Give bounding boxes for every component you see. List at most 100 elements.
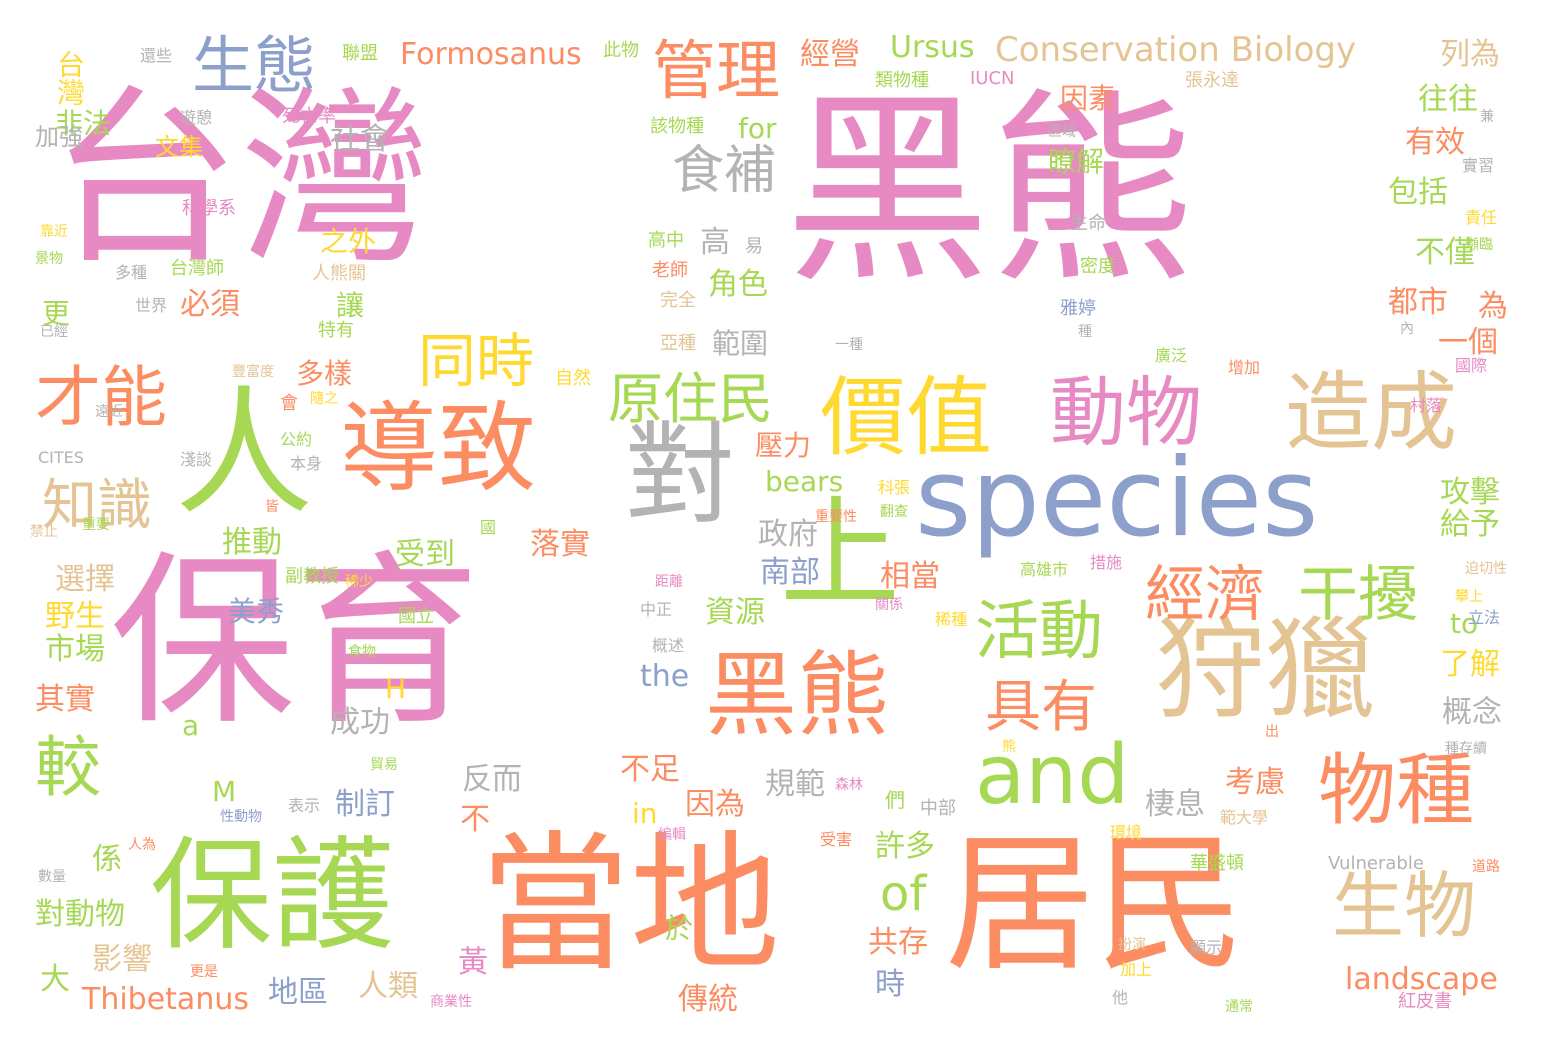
cloud-word: 稀種 — [935, 610, 968, 629]
cloud-word: 市場 — [45, 632, 105, 667]
cloud-word: 科學系 — [182, 198, 236, 219]
cloud-word: 更 — [42, 297, 71, 330]
cloud-word: 稀少 — [345, 574, 373, 590]
cloud-word: 人 — [175, 373, 314, 534]
cloud-word: CITES — [38, 448, 84, 467]
cloud-word: 攻擊 — [1440, 475, 1500, 510]
cloud-word: 此物 — [603, 40, 639, 61]
cloud-word: 受到 — [395, 537, 455, 572]
cloud-word: 中正 — [640, 600, 673, 619]
cloud-word: 紅皮書 — [1398, 991, 1452, 1012]
cloud-word: Ursus — [890, 30, 975, 65]
cloud-word: 經營 — [800, 37, 860, 72]
cloud-word: Vulnerable — [1328, 853, 1424, 874]
cloud-word: 國 — [480, 518, 497, 537]
cloud-word: Thibetanus — [82, 982, 249, 1017]
cloud-word: 政府 — [758, 517, 818, 552]
cloud-word: 雅婷 — [1060, 298, 1096, 319]
cloud-word: 他 — [1112, 988, 1129, 1007]
cloud-word: a — [182, 709, 200, 742]
cloud-word: 兼 — [1480, 109, 1494, 125]
cloud-word: 推動 — [222, 525, 282, 560]
cloud-word: Conservation Biology — [995, 30, 1357, 70]
cloud-word: 都市 — [1388, 285, 1448, 320]
cloud-word: 編輯 — [658, 827, 686, 843]
cloud-word: species — [915, 436, 1319, 561]
cloud-word: 黃 — [458, 945, 488, 980]
cloud-word: 大 — [40, 962, 70, 997]
cloud-word: 選擇 — [55, 562, 115, 597]
cloud-word: 該物種 — [650, 116, 704, 137]
cloud-word: 淺談 — [180, 450, 213, 469]
cloud-word: 為 — [1478, 289, 1508, 324]
cloud-word: 加強 — [35, 123, 83, 151]
cloud-word: 類物種 — [875, 70, 929, 91]
cloud-word: 隨之 — [310, 391, 338, 407]
cloud-word: 國際 — [1455, 356, 1488, 375]
cloud-word: 迫切性 — [1465, 561, 1507, 577]
cloud-word: 豐富度 — [232, 364, 274, 380]
cloud-word: 已經 — [40, 324, 68, 340]
cloud-word: 範大學 — [1220, 808, 1269, 827]
cloud-word: 物種 — [1318, 746, 1475, 836]
cloud-word: 保護 — [150, 825, 394, 967]
cloud-word: 因為 — [685, 787, 745, 822]
cloud-word: 通常 — [1225, 999, 1253, 1015]
cloud-word: 南部 — [760, 555, 820, 590]
cloud-word: 廣泛 — [1155, 346, 1188, 365]
cloud-word: and — [975, 728, 1130, 823]
cloud-word: 景物 — [35, 251, 63, 267]
cloud-word: 同時 — [418, 327, 535, 395]
cloud-word: 才能 — [35, 359, 167, 436]
cloud-word: 動物 — [1050, 368, 1202, 457]
cloud-word: of — [880, 866, 927, 922]
cloud-word: 列為 — [1440, 37, 1500, 72]
cloud-word: 措施 — [1090, 553, 1123, 572]
cloud-word: 對動物 — [35, 897, 125, 932]
cloud-word: 了解 — [1440, 647, 1500, 682]
cloud-word: 對 — [625, 411, 735, 539]
cloud-word: 概念 — [1442, 695, 1502, 730]
cloud-word: 相當 — [880, 559, 940, 594]
cloud-word: 地區 — [268, 975, 328, 1010]
cloud-word: 會 — [280, 393, 298, 414]
cloud-word: 傳統 — [678, 982, 738, 1017]
cloud-word: 特有 — [318, 320, 354, 341]
cloud-word: 種 — [1078, 324, 1092, 340]
cloud-word: 種存續 — [1445, 741, 1487, 757]
cloud-word: 立法 — [1468, 608, 1501, 627]
cloud-word: 食物 — [348, 644, 376, 660]
cloud-word: 台灣 — [50, 69, 431, 290]
cloud-word: 往往 — [1418, 82, 1478, 117]
cloud-word: 區域 — [1048, 124, 1076, 140]
cloud-word: 生物 — [1332, 864, 1477, 948]
cloud-word: 給予 — [1440, 507, 1500, 542]
cloud-word: 範圍 — [712, 327, 769, 360]
cloud-word: 人為 — [128, 837, 156, 853]
cloud-word: 棲息 — [1145, 787, 1205, 822]
cloud-word: 不僅 — [1415, 235, 1475, 270]
cloud-word: 不 — [460, 802, 490, 837]
cloud-word: 價值 — [820, 368, 992, 468]
cloud-word: 遠近 — [95, 404, 123, 420]
cloud-word: 森林 — [835, 777, 863, 793]
cloud-word: 還些 — [140, 46, 173, 65]
cloud-word: 環境 — [1110, 823, 1143, 842]
cloud-word: 攀上 — [1455, 589, 1483, 605]
cloud-word: 之外 — [320, 225, 377, 258]
cloud-word: 國立 — [398, 606, 434, 627]
cloud-word: 高 — [700, 225, 730, 260]
cloud-word: 公約 — [280, 430, 313, 449]
cloud-word: 加上 — [1120, 960, 1153, 979]
cloud-word: 亞種 — [660, 333, 696, 354]
cloud-word: 商業性 — [430, 994, 472, 1010]
cloud-word: 包括 — [1388, 175, 1448, 210]
cloud-word: 因素 — [1060, 82, 1117, 115]
cloud-word: 多種 — [115, 263, 148, 282]
cloud-word: 瞭解 — [1048, 145, 1105, 178]
cloud-word: 居民 — [945, 818, 1246, 992]
cloud-word: 高雄市 — [1020, 560, 1069, 579]
cloud-word: 共存 — [868, 925, 928, 960]
cloud-word: 多樣 — [296, 357, 353, 390]
cloud-word: 翻查 — [880, 504, 908, 520]
